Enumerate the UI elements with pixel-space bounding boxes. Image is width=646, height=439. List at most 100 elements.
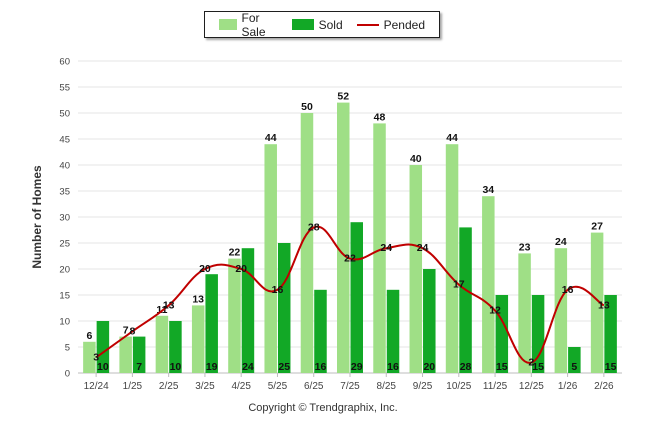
bar-for-sale	[554, 248, 568, 373]
data-label-pended: 22	[344, 253, 356, 265]
data-label-for-sale: 48	[374, 111, 386, 123]
x-tick-label: 10/25	[446, 381, 471, 392]
copyright-text: Copyright © Trendgraphix, Inc.	[248, 402, 398, 414]
data-label-sold: 25	[278, 361, 290, 373]
data-label-pended: 20	[235, 263, 247, 275]
data-label-for-sale: 44	[265, 132, 277, 144]
bar-for-sale	[300, 113, 314, 373]
y-axis-title: Number of Homes	[30, 165, 44, 269]
data-label-for-sale: 44	[446, 132, 458, 144]
line-pended	[95, 225, 605, 364]
y-tick-label: 60	[59, 57, 70, 68]
data-label-sold: 15	[496, 361, 508, 373]
y-tick-label: 35	[59, 187, 70, 198]
y-tick-label: 50	[59, 109, 70, 120]
data-label-sold: 24	[242, 361, 254, 373]
bar-sold	[423, 269, 436, 373]
bar-sold	[604, 295, 617, 373]
data-label-pended: 16	[272, 284, 284, 296]
data-label-sold: 16	[315, 361, 327, 373]
legend-line-pended	[356, 23, 379, 26]
x-tick-label: 2/25	[159, 381, 179, 392]
data-label-pended: 24	[417, 242, 429, 254]
data-label-for-sale: 27	[591, 221, 603, 233]
data-label-sold: 10	[170, 361, 182, 373]
bar-for-sale	[155, 315, 169, 373]
x-tick-label: 9/25	[413, 381, 433, 392]
bar-for-sale	[518, 253, 531, 373]
bar-for-sale	[482, 196, 495, 373]
x-tick-label: 2/26	[594, 381, 614, 392]
legend-swatch-for-sale	[219, 19, 237, 30]
y-tick-label: 5	[65, 343, 70, 354]
y-tick-label: 15	[59, 291, 70, 302]
bar-for-sale	[228, 258, 241, 373]
bar-for-sale	[373, 123, 386, 374]
y-tick-label: 45	[59, 135, 70, 146]
y-tick-label: 25	[59, 239, 70, 250]
data-label-pended: 3	[93, 351, 99, 363]
data-label-sold: 19	[206, 361, 218, 373]
bar-sold	[386, 289, 400, 373]
legend-label-for-sale: For Sale	[241, 10, 266, 39]
y-tick-label: 30	[59, 213, 70, 224]
data-label-for-sale: 22	[229, 247, 241, 259]
legend-label-pended: Pended	[383, 17, 425, 32]
data-label-sold: 15	[605, 361, 617, 373]
data-label-sold: 5	[571, 361, 577, 373]
data-label-for-sale: 6	[86, 330, 92, 342]
legend-label-sold: Sold	[318, 17, 343, 32]
y-tick-label: 55	[59, 83, 70, 94]
bar-sold	[96, 321, 110, 373]
data-label-sold: 7	[136, 361, 142, 373]
data-label-sold: 20	[423, 361, 435, 373]
data-label-sold: 16	[387, 361, 399, 373]
bar-for-sale	[191, 305, 205, 373]
data-label-for-sale: 52	[337, 91, 349, 103]
y-tick-label: 0	[65, 369, 70, 380]
bar-for-sale	[119, 336, 132, 373]
y-tick-label: 10	[59, 317, 70, 328]
bar-sold	[531, 295, 545, 373]
x-tick-label: 1/26	[558, 381, 578, 392]
bar-for-sale	[409, 165, 423, 373]
bar-sold	[568, 347, 581, 373]
legend-item-for-sale[interactable]: For Sale	[219, 11, 278, 39]
data-label-for-sale: 50	[301, 101, 313, 113]
legend: For Sale Sold Pended	[204, 11, 440, 39]
data-label-sold: 15	[532, 361, 544, 373]
x-tick-label: 3/25	[195, 381, 215, 392]
data-label-for-sale: 40	[410, 153, 422, 165]
bar-sold	[169, 321, 182, 373]
x-tick-label: 4/25	[231, 381, 251, 392]
bar-sold	[241, 248, 255, 373]
bar-for-sale	[83, 341, 96, 373]
data-label-pended: 20	[199, 263, 211, 275]
bar-for-sale	[445, 144, 459, 373]
data-label-pended: 24	[380, 242, 392, 254]
y-tick-label: 20	[59, 265, 70, 276]
x-tick-label: 8/25	[377, 381, 397, 392]
data-label-pended: 13	[598, 299, 610, 311]
bar-sold	[277, 243, 291, 373]
bar-sold	[205, 274, 218, 373]
data-label-sold: 28	[460, 361, 472, 373]
y-tick-label: 40	[59, 161, 70, 172]
bar-sold	[459, 227, 472, 373]
x-tick-label: 12/25	[519, 381, 544, 392]
data-label-pended: 8	[129, 325, 135, 337]
data-label-pended: 17	[453, 279, 465, 291]
bar-sold	[314, 289, 327, 373]
data-label-sold: 29	[351, 361, 363, 373]
legend-item-pended[interactable]: Pended	[356, 17, 425, 32]
bar-for-sale	[337, 102, 350, 373]
legend-item-sold[interactable]: Sold	[291, 17, 343, 32]
data-label-for-sale: 24	[555, 236, 567, 248]
legend-swatch-sold	[291, 19, 314, 30]
x-tick-label: 12/24	[84, 381, 109, 392]
x-tick-label: 5/25	[268, 381, 288, 392]
data-label-pended: 28	[308, 221, 320, 233]
data-label-for-sale: 13	[192, 293, 204, 305]
x-tick-label: 7/25	[340, 381, 360, 392]
